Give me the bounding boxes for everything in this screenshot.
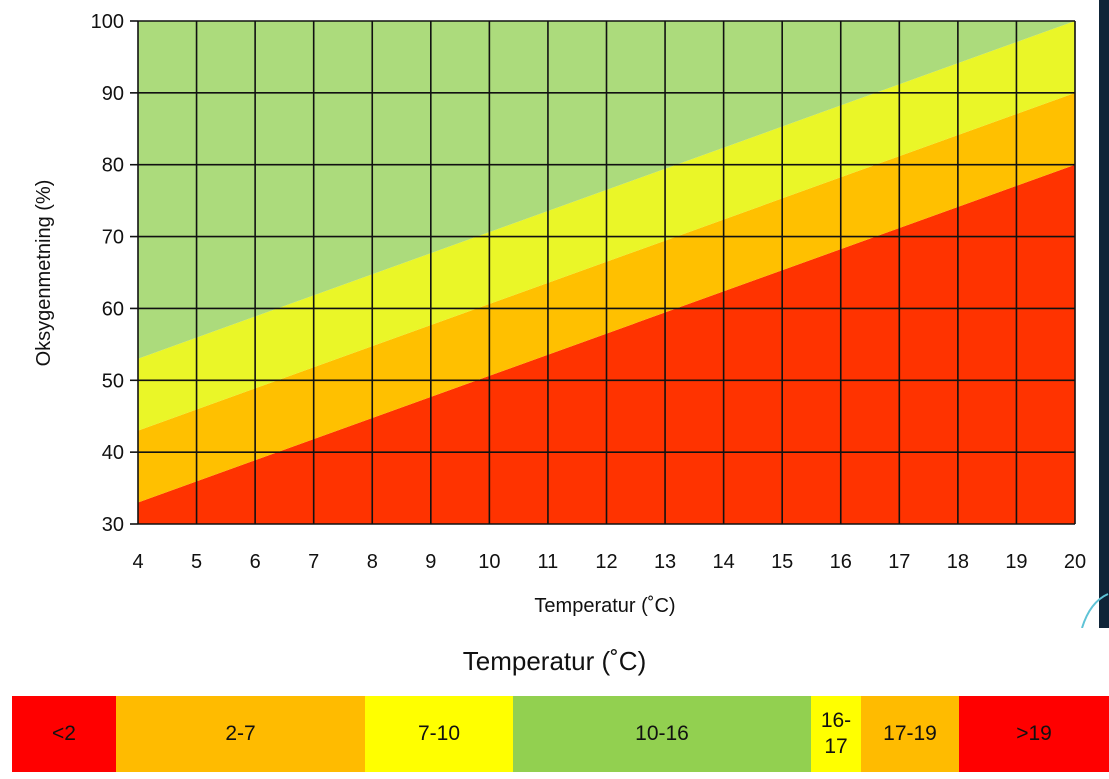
legend-segment: <2 (12, 696, 116, 772)
x-tick-label: 16 (830, 551, 852, 573)
x-tick-label: 10 (478, 551, 500, 573)
x-tick-label: 8 (367, 551, 378, 573)
legend-segment: >19 (959, 696, 1109, 772)
legend-panel: Temperatur (˚C) <2 2-7 7-10 10-16 16- 17 17-1… (0, 628, 1109, 779)
x-tick-label: 9 (425, 551, 436, 573)
x-tick-label: 6 (250, 551, 261, 573)
x-tick-label: 14 (713, 551, 735, 573)
x-tick-label: 17 (888, 551, 910, 573)
x-tick-label: 19 (1005, 551, 1027, 573)
legend-segment: 16- 17 (811, 696, 861, 772)
x-tick-label: 11 (538, 551, 559, 573)
oxygen-temperature-chart: 4 5 6 7 8 9 10 11 12 13 14 15 16 17 18 19 20 30 40 50 60 70 80… (33, 11, 1086, 617)
legend-segment: 10-16 (513, 696, 811, 772)
legend-segment: 7-10 (365, 696, 513, 772)
y-tick-label: 50 (102, 370, 124, 392)
x-tick-label: 15 (771, 551, 793, 573)
temperature-legend-bar: <2 2-7 7-10 10-16 16- 17 17-19 >19 (12, 696, 1109, 772)
y-tick-label: 90 (102, 83, 124, 105)
chart-panel: 4 5 6 7 8 9 10 11 12 13 14 15 16 17 18 19 20 30 40 50 60 70 80… (0, 0, 1099, 628)
x-tick-label: 4 (132, 551, 143, 573)
y-tick-label: 70 (102, 227, 124, 249)
legend-segment: 2-7 (116, 696, 365, 772)
x-tick-label: 18 (947, 551, 969, 573)
y-tick-label: 30 (102, 514, 124, 536)
y-tick-label: 40 (102, 442, 124, 464)
y-axis-title: Oksygenmetning (%) (33, 180, 55, 367)
x-tick-label: 5 (191, 551, 202, 573)
y-tick-label: 80 (102, 155, 124, 177)
decorative-curve (1081, 593, 1109, 629)
legend-title: Temperatur (˚C) (462, 646, 647, 676)
x-tick-label: 13 (654, 551, 676, 573)
legend-segment: 17-19 (861, 696, 959, 772)
x-tick-label: 12 (595, 551, 617, 573)
x-axis-title: Temperatur (˚C) (534, 595, 675, 617)
y-tick-label: 60 (102, 298, 124, 320)
x-tick-label: 7 (308, 551, 319, 573)
x-tick-label: 20 (1064, 551, 1086, 573)
y-tick-label: 100 (91, 11, 124, 33)
